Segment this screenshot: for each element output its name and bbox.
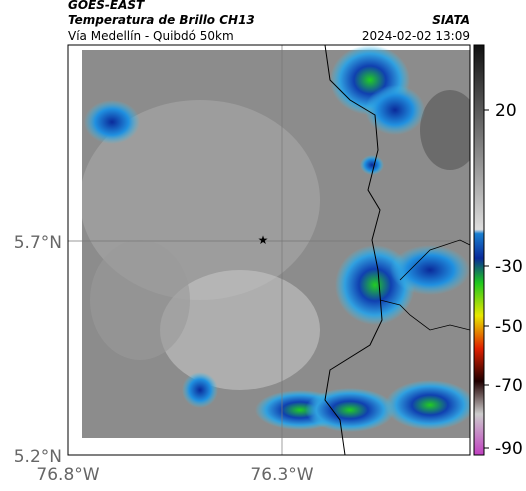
- satellite: GOES-EAST: [68, 0, 145, 12]
- map-image: ★: [68, 45, 470, 455]
- colorbar-label: -50: [495, 317, 523, 337]
- lat-label: 5.7°N: [14, 233, 62, 253]
- source: SIATA: [432, 13, 470, 27]
- colorbar-label: 20: [495, 101, 517, 121]
- colorbar-ticks: 20 -30 -50 -70 -90: [484, 101, 523, 459]
- lon-label: 76.8°W: [36, 465, 99, 485]
- colorbar-label: -30: [495, 257, 523, 277]
- datetime: 2024-02-02 13:09: [362, 29, 470, 43]
- colorbar-label: -70: [495, 376, 523, 396]
- lat-label: 5.2°N: [14, 447, 62, 467]
- product: Temperatura de Brillo CH13: [68, 13, 255, 27]
- colorbar-label: -90: [495, 439, 523, 459]
- colorbar: [473, 44, 485, 456]
- lon-label: 76.3°W: [250, 465, 313, 485]
- svg-text:★: ★: [258, 233, 269, 247]
- region: Vía Medellín - Quibdó 50km: [68, 29, 234, 43]
